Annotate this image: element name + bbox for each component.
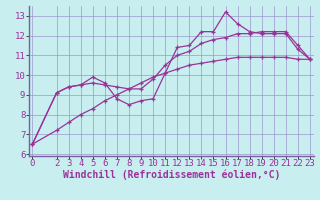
X-axis label: Windchill (Refroidissement éolien,°C): Windchill (Refroidissement éolien,°C) <box>62 170 280 180</box>
